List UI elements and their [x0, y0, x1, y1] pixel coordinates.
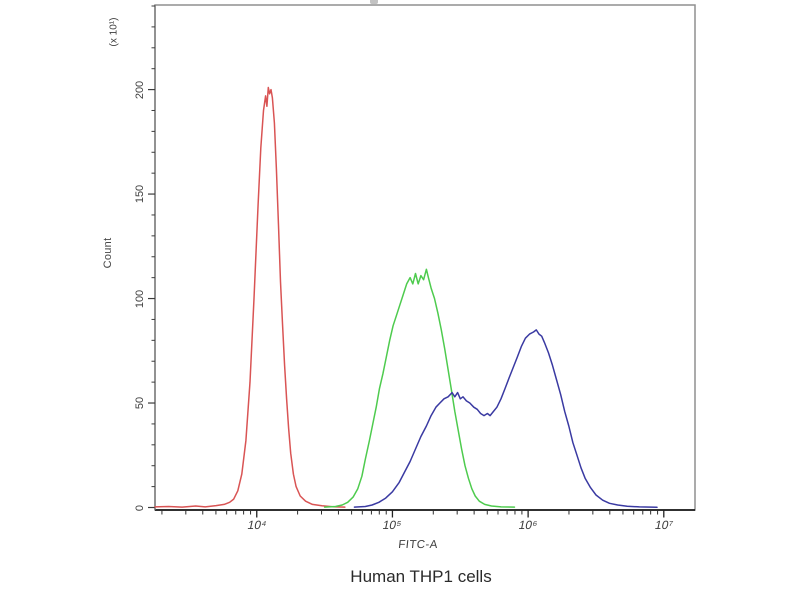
- x-tick-label-10⁴: 10⁴: [246, 518, 268, 532]
- y-axis-title: Count: [102, 237, 114, 269]
- y-tick-label-200: 200: [134, 80, 146, 99]
- y-tick-label-100: 100: [134, 289, 146, 308]
- y-tick-label-0: 0: [134, 504, 146, 511]
- x-tick-label-10⁷: 10⁷: [653, 518, 675, 532]
- figure-title: Human THP1 cells: [350, 567, 492, 586]
- green-histogram-curve: [323, 268, 516, 508]
- plot-frame: [154, 4, 696, 511]
- x-tick-label-10⁶: 10⁶: [517, 518, 539, 532]
- x-tick-label-10⁵: 10⁵: [381, 518, 404, 532]
- blue-histogram-curve: [353, 329, 658, 509]
- y-axis-multiplier-label: (x 10¹): [108, 17, 120, 47]
- y-tick-label-150: 150: [134, 184, 146, 204]
- y-tick-label-50: 50: [134, 396, 146, 410]
- red-histogram-curve: [154, 86, 346, 508]
- x-axis-title: FITC-A: [397, 539, 439, 551]
- clipped-text-artifact: [370, 0, 378, 4]
